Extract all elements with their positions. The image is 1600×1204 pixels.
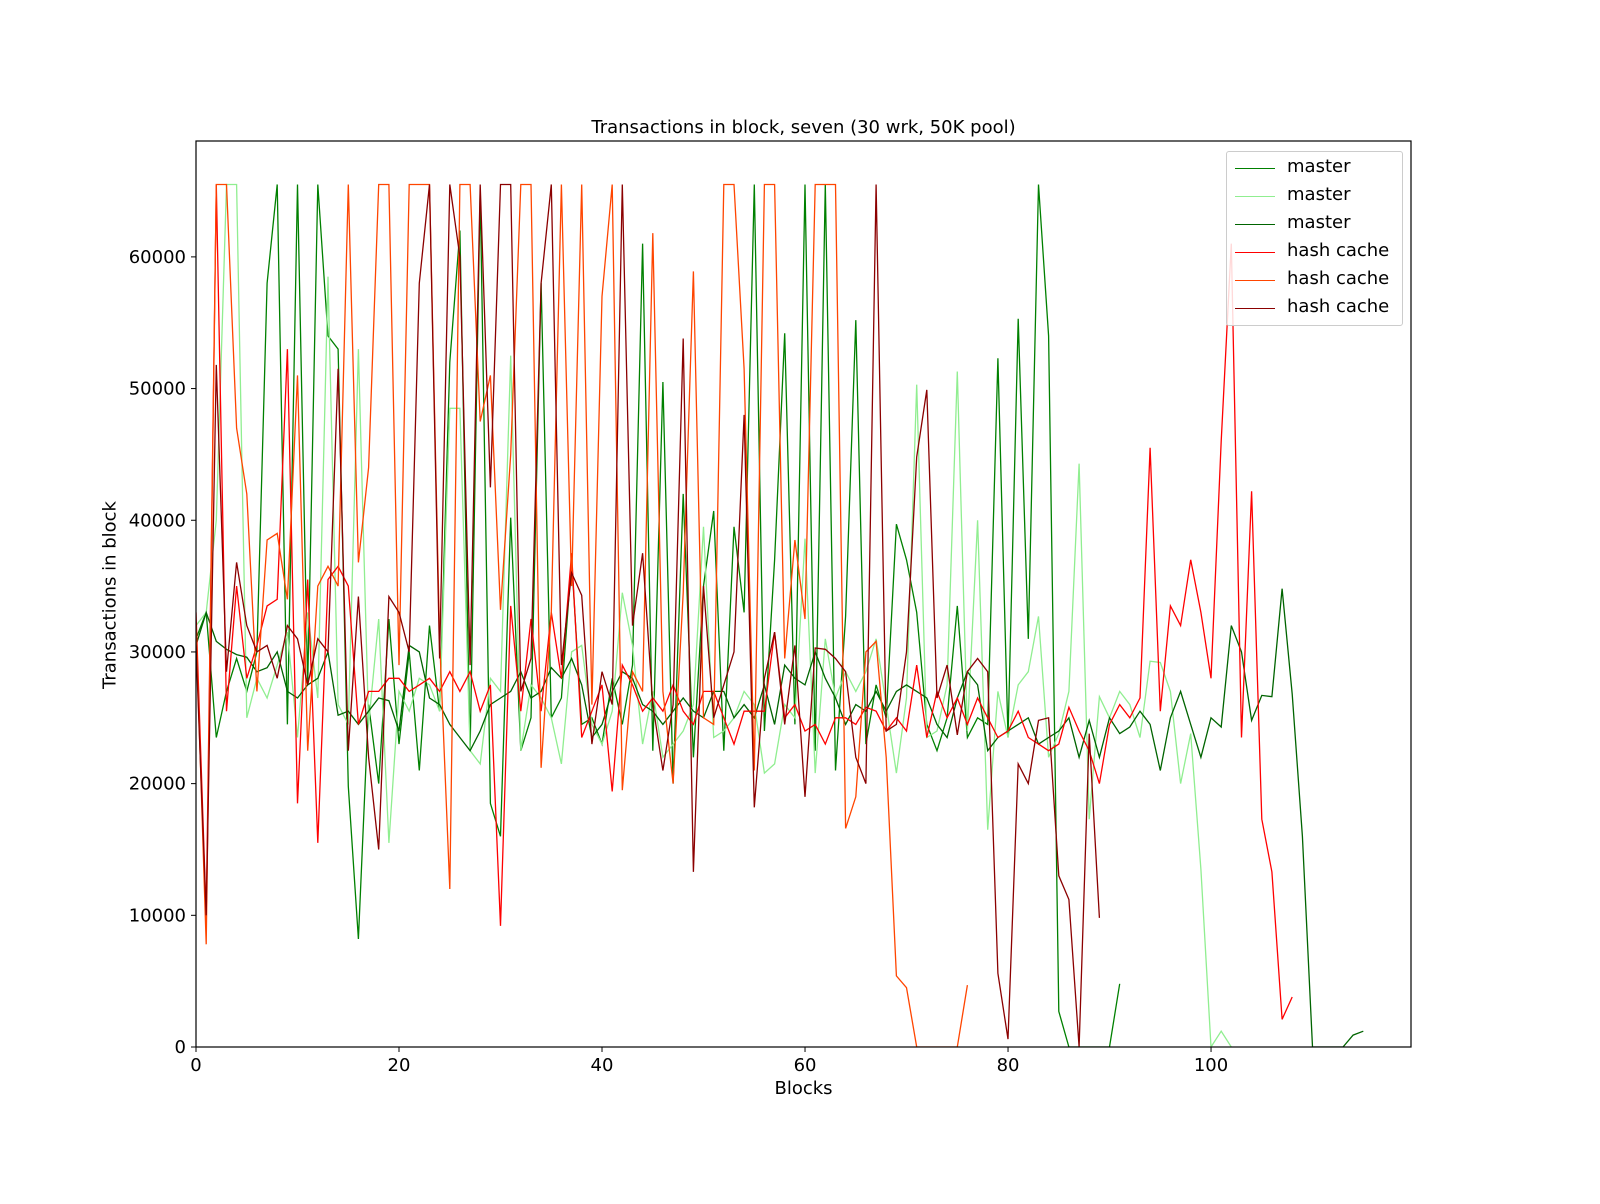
legend-label: hash cache [1287,268,1390,289]
legend-label: master [1287,212,1351,233]
series-line-4 [196,183,969,1047]
legend-item-hash-cache-3: hash cache [1227,294,1402,322]
legend-label: hash cache [1287,296,1390,317]
axes-frame [195,140,1412,1048]
chart-title: Transactions in block, seven (30 wrk, 50… [591,117,1016,138]
y-tick-label: 60000 [129,247,186,268]
series-line-2 [196,588,1364,1047]
y-axis-label: Transactions in block [99,501,121,689]
x-tick-label: 80 [997,1055,1020,1076]
legend-item-master-2: master [1227,182,1402,210]
series-line-3 [196,184,1293,1020]
series-line-1 [196,183,1232,1047]
x-tick-label: 60 [794,1055,817,1076]
legend-item-hash-cache-1: hash cache [1227,238,1402,266]
legend-line-icon [1235,224,1275,225]
legend-label: hash cache [1287,240,1390,261]
legend-line-icon [1235,196,1275,197]
series-line-5 [196,183,1101,1047]
legend: master master master hash cache hash cac… [1226,151,1403,326]
series-line-0 [196,184,1121,1047]
legend-line-icon [1235,308,1275,309]
x-tick-label: 20 [388,1055,411,1076]
legend-line-icon [1235,252,1275,253]
series-group [196,183,1364,1047]
y-tick-label: 50000 [129,379,186,400]
legend-item-hash-cache-2: hash cache [1227,266,1402,294]
legend-item-master-3: master [1227,210,1402,238]
y-tick-label: 10000 [129,905,186,926]
y-tick-label: 0 [175,1037,186,1058]
legend-line-icon [1235,280,1275,281]
y-tick-label: 20000 [129,774,186,795]
legend-label: master [1287,184,1351,205]
x-tick-label: 40 [591,1055,614,1076]
x-tick-label: 100 [1194,1055,1228,1076]
x-tick-label: 0 [190,1055,201,1076]
y-tick-label: 40000 [129,510,186,531]
legend-line-icon [1235,168,1275,169]
y-tick-label: 30000 [129,642,186,663]
legend-label: master [1287,156,1351,177]
legend-item-master-1: master [1227,154,1402,182]
x-axis-label: Blocks [774,1078,833,1099]
